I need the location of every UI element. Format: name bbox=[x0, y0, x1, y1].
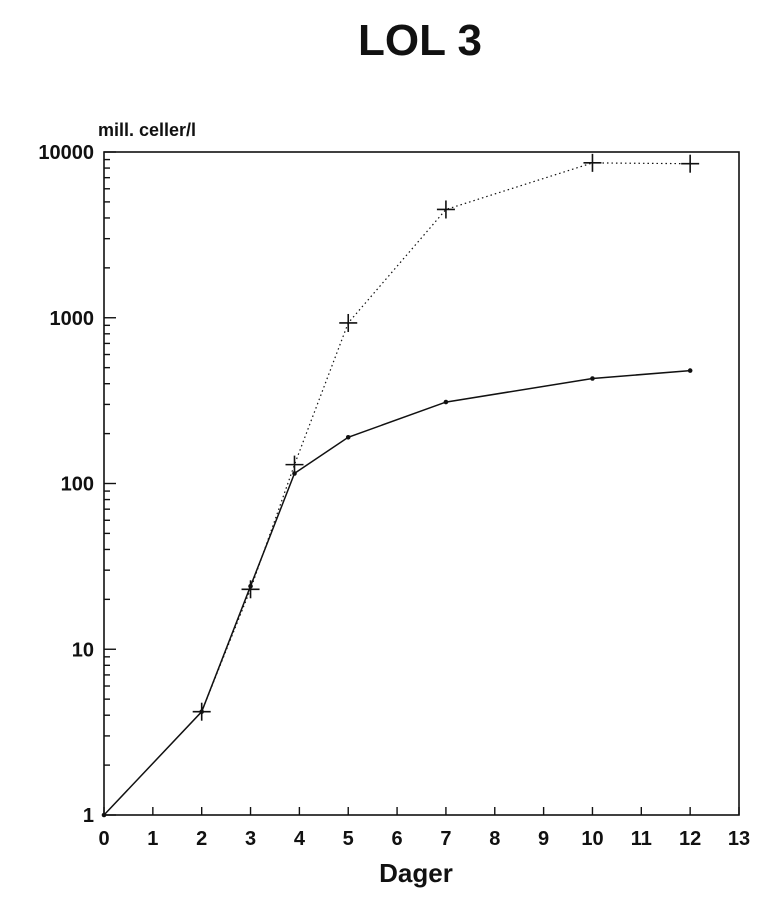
plot-frame bbox=[103, 151, 740, 816]
dot-marker bbox=[101, 812, 107, 818]
dot-marker bbox=[443, 399, 449, 405]
x-tick-label: 4 bbox=[294, 828, 306, 850]
plus-marker bbox=[436, 200, 455, 219]
plus-marker bbox=[241, 580, 260, 599]
dot-marker bbox=[687, 368, 693, 373]
y-tick-label: 1 bbox=[83, 805, 94, 827]
x-tick-label: 1 bbox=[147, 828, 158, 850]
x-axis-label: Dager bbox=[379, 858, 453, 888]
series-line-2 bbox=[201, 162, 691, 712]
series-layer bbox=[101, 153, 700, 818]
y-axis-label: mill. celler/l bbox=[98, 120, 196, 140]
x-tick-label: 13 bbox=[728, 828, 750, 850]
chart-title: LOL 3 bbox=[358, 16, 482, 65]
x-tick-label: 9 bbox=[538, 828, 549, 850]
x-tick-label: 8 bbox=[489, 828, 500, 850]
x-tick-label: 12 bbox=[679, 828, 701, 850]
x-tick-label: 11 bbox=[631, 828, 652, 850]
dot-marker bbox=[345, 434, 351, 440]
plus-marker bbox=[681, 154, 700, 173]
y-tick-label: 100 bbox=[61, 474, 94, 496]
dot-marker bbox=[590, 376, 595, 381]
x-tick-label: 10 bbox=[581, 828, 603, 850]
plus-marker bbox=[285, 455, 304, 474]
x-tick-label: 7 bbox=[440, 828, 451, 850]
y-tick-label: 1000 bbox=[50, 308, 95, 330]
series-line-1 bbox=[103, 369, 691, 816]
x-tick-label: 6 bbox=[392, 828, 403, 850]
plus-marker bbox=[583, 153, 602, 172]
x-tick-label: 2 bbox=[196, 828, 207, 850]
plus-marker bbox=[192, 702, 211, 721]
x-tick-label: 5 bbox=[343, 828, 354, 850]
x-tick-label: 3 bbox=[245, 828, 256, 850]
y-tick-label: 10 bbox=[72, 639, 94, 661]
y-tick-label: 10000 bbox=[38, 142, 94, 164]
x-tick-label: 0 bbox=[98, 828, 109, 850]
plus-marker bbox=[339, 313, 358, 332]
